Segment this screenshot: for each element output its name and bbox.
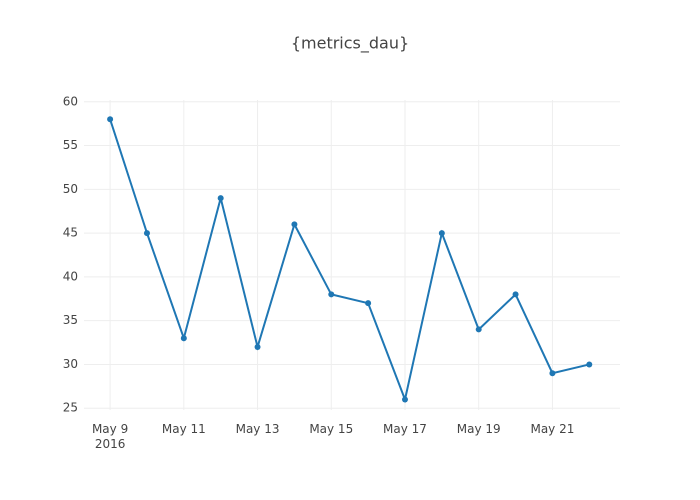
y-tick-label: 45 <box>63 226 78 240</box>
point <box>549 370 556 377</box>
x-tick-label: May 19 <box>456 422 501 436</box>
x-tick-label: May 15 <box>309 422 354 436</box>
point <box>475 326 482 333</box>
point <box>143 230 150 237</box>
y-tick-label: 25 <box>63 401 78 415</box>
point <box>438 230 445 237</box>
y-tick-label: 60 <box>63 94 78 108</box>
x-tick-label: May 11 <box>161 422 206 436</box>
x-tick-label: May 21 <box>530 422 575 436</box>
point <box>401 396 408 403</box>
point <box>291 221 298 228</box>
x-tick-label: May 17 <box>383 422 427 436</box>
y-tick-label: 50 <box>63 182 78 196</box>
y-tick-label: 35 <box>63 313 78 327</box>
y-tick-label: 55 <box>63 138 78 152</box>
x-tick-label: May 9 2016 <box>91 422 129 451</box>
point <box>328 291 335 298</box>
point <box>512 291 519 298</box>
chart-title: {metrics_dau} <box>291 34 409 54</box>
point <box>217 195 224 202</box>
point <box>107 116 114 123</box>
point <box>365 300 372 307</box>
point <box>180 335 187 342</box>
y-tick-label: 30 <box>63 357 78 371</box>
line <box>109 118 590 403</box>
point <box>254 343 261 350</box>
point <box>586 361 593 368</box>
x-tick-label: May 13 <box>235 422 280 436</box>
y-tick-label: 40 <box>63 269 78 283</box>
